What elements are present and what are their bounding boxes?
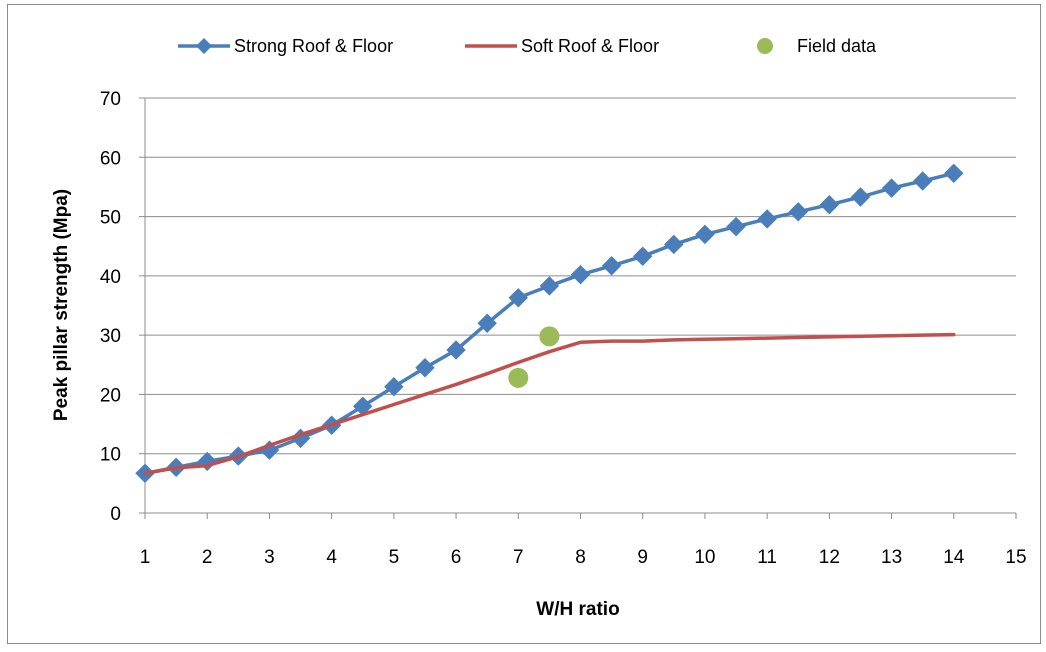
data-point — [944, 163, 964, 183]
x-tick-label: 2 — [202, 547, 213, 568]
y-tick-label: 60 — [100, 148, 121, 169]
data-point — [695, 224, 715, 245]
legend-marker — [757, 38, 773, 54]
x-tick-label: 9 — [637, 547, 648, 568]
data-point — [757, 209, 777, 229]
legend-marker — [196, 38, 212, 54]
data-point — [819, 195, 840, 215]
y-tick-label: 20 — [100, 385, 121, 406]
series-line — [143, 171, 956, 476]
data-point — [539, 326, 560, 347]
data-point — [850, 187, 871, 207]
data-point — [633, 246, 653, 266]
data-point — [446, 340, 466, 360]
x-tick-label: 15 — [1005, 547, 1026, 568]
y-tick-label: 0 — [110, 504, 121, 525]
series-line — [143, 332, 956, 476]
x-tick-label: 1 — [140, 547, 151, 568]
data-point — [881, 178, 902, 198]
legend-label: Soft Roof & Floor — [521, 36, 659, 56]
x-axis-title: W/H ratio — [536, 599, 619, 620]
x-tick-label: 4 — [326, 547, 337, 568]
legend-label: Strong Roof & Floor — [234, 36, 393, 56]
x-tick-label: 13 — [881, 547, 902, 568]
x-tick-label: 5 — [389, 547, 400, 568]
data-point — [912, 171, 933, 191]
data-point — [726, 216, 746, 237]
data-point — [384, 377, 404, 397]
y-tick-label: 40 — [100, 267, 121, 288]
legend: Strong Roof & Floor Soft Roof & Floor Fiel… — [178, 36, 877, 56]
data-point — [570, 264, 591, 285]
y-tick-label: 50 — [100, 208, 121, 229]
data-point — [415, 358, 435, 378]
series-layer — [135, 163, 964, 483]
y-tick-label: 70 — [100, 89, 121, 110]
data-point — [508, 288, 528, 308]
x-tick-label: 10 — [694, 547, 715, 568]
x-tick-label: 8 — [575, 547, 586, 568]
data-point — [508, 367, 529, 388]
chart-frame — [7, 4, 1041, 644]
data-point — [664, 234, 684, 255]
x-tick-label: 3 — [264, 547, 275, 568]
x-tick-label: 7 — [513, 547, 524, 568]
y-axis-title: Peak pillar strength (Mpa) — [51, 189, 72, 421]
gridlines — [145, 97, 1016, 455]
y-tick-label: 30 — [100, 326, 121, 347]
legend-label: Field data — [797, 36, 877, 56]
data-point — [601, 256, 622, 276]
x-tick-label: 11 — [757, 547, 777, 568]
data-point — [477, 313, 497, 333]
x-tick-label: 6 — [451, 547, 462, 568]
data-point — [788, 202, 808, 222]
x-tick-label: 12 — [819, 547, 840, 568]
y-tick-label: 10 — [100, 445, 121, 466]
data-point — [539, 276, 560, 296]
x-tick-label: 14 — [943, 547, 965, 568]
